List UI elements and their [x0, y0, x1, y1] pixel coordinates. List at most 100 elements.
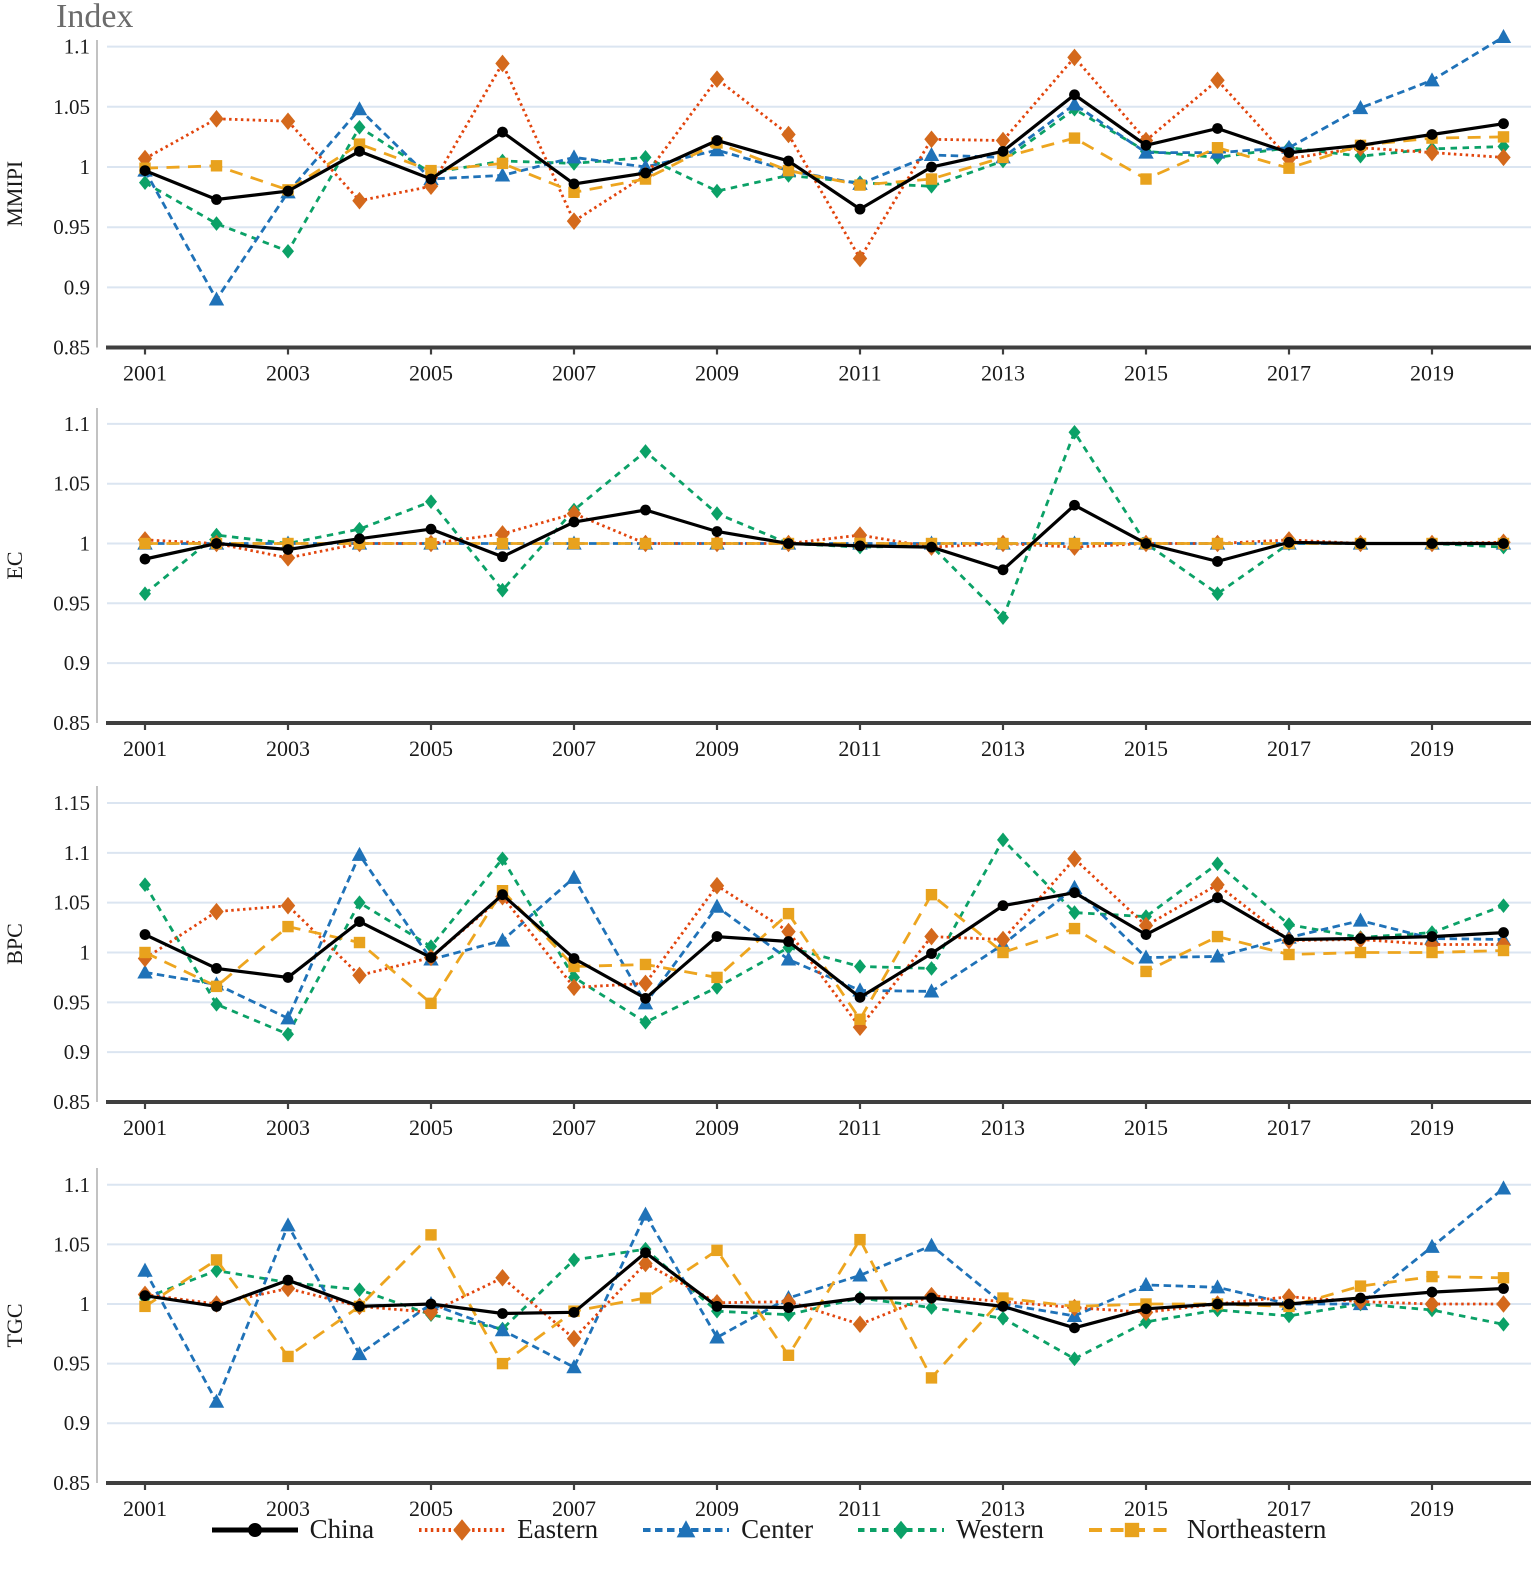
china-marker	[211, 194, 222, 205]
western-marker	[925, 961, 938, 976]
center-legend-marker	[676, 1519, 696, 1537]
series-line-BPC-China	[144, 891, 1504, 1001]
china-marker	[926, 541, 937, 553]
center-marker	[1138, 144, 1154, 159]
china-marker	[926, 948, 937, 959]
legend-label: Center	[741, 1514, 814, 1544]
center-marker	[566, 1359, 582, 1374]
series-line-EC-China	[144, 503, 1504, 572]
center-marker	[208, 1393, 225, 1408]
center-marker	[137, 964, 153, 979]
western-marker	[1211, 586, 1224, 602]
eastern-marker	[280, 1279, 296, 1298]
x-tick-label: 2009	[695, 1496, 739, 1521]
northeastern-marker	[997, 151, 1009, 164]
x-tick-label: 2019	[1410, 361, 1454, 386]
china-marker	[139, 1290, 151, 1302]
western-marker	[139, 175, 151, 190]
center-marker	[1066, 96, 1083, 111]
northeastern-marker	[711, 1244, 723, 1257]
center-marker	[852, 1267, 868, 1282]
series-line-MMIPI-Northeastern	[144, 135, 1504, 194]
northeastern-marker	[782, 164, 795, 177]
northeastern-marker	[854, 1233, 866, 1246]
northeastern-marker	[568, 537, 580, 550]
china-marker	[425, 952, 437, 963]
x-tick-label: 2005	[409, 361, 453, 386]
china-marker	[1069, 1322, 1080, 1334]
western-marker	[139, 586, 151, 602]
china-marker	[139, 165, 151, 177]
china-marker	[711, 931, 723, 942]
western-marker	[997, 1310, 1009, 1326]
china-marker	[640, 504, 651, 516]
china-marker	[1283, 1298, 1295, 1310]
china-marker	[1426, 129, 1438, 140]
eastern-marker	[995, 131, 1011, 150]
northeastern-marker	[711, 971, 723, 984]
china-marker	[783, 1302, 794, 1313]
northeastern-marker	[139, 1300, 151, 1313]
northeastern-marker	[997, 946, 1009, 959]
series-line-MMIPI-Eastern	[144, 55, 1504, 262]
eastern-marker	[1138, 916, 1154, 935]
western-marker	[139, 877, 151, 893]
series-line-EC-Western	[144, 429, 1504, 621]
eastern-marker	[1424, 143, 1440, 162]
series-line-MMIPI-Western	[144, 107, 1504, 254]
series-line-EC-Eastern	[144, 512, 1504, 560]
x-tick-label: 2017	[1267, 361, 1311, 386]
china-marker	[1140, 929, 1152, 940]
eastern-marker	[209, 110, 224, 128]
series-line-MMIPI-Center	[143, 35, 1505, 303]
x-tick-label: 2011	[838, 1115, 881, 1140]
eastern-marker	[280, 549, 296, 567]
y-tick-label: 1.1	[64, 35, 90, 59]
legend: China Eastern Center Western Northeastern	[0, 1514, 1535, 1545]
northeastern-marker	[1140, 965, 1152, 978]
china-marker	[1498, 927, 1509, 938]
eastern-marker	[638, 1254, 653, 1273]
china-marker	[568, 953, 580, 964]
x-tick-label: 2007	[552, 1115, 596, 1140]
center-marker	[709, 142, 725, 157]
center-marker	[1209, 1279, 1226, 1294]
western-marker	[353, 521, 366, 537]
northeastern-marker	[1497, 1272, 1510, 1284]
china-marker	[926, 161, 937, 173]
northeastern-marker	[1497, 131, 1510, 143]
western-marker	[711, 506, 723, 521]
x-tick-label: 2017	[1267, 1496, 1311, 1521]
northeastern-legend-marker	[1124, 1522, 1140, 1537]
y-tick-label: 0.95	[53, 990, 90, 1014]
china-marker	[1426, 1286, 1438, 1298]
northeastern-marker	[496, 537, 509, 550]
series-markers-BPC-Eastern	[137, 850, 1511, 1037]
china-marker	[1140, 1303, 1152, 1315]
center-marker	[494, 1322, 511, 1337]
legend-swatch-china	[211, 1522, 298, 1537]
china-marker	[497, 1308, 508, 1319]
china-marker	[1212, 892, 1223, 904]
china-marker	[425, 523, 437, 535]
western-marker	[353, 119, 366, 135]
western-marker	[925, 1300, 938, 1315]
china-marker	[354, 533, 365, 545]
center-marker	[208, 291, 225, 306]
china-marker	[997, 564, 1009, 576]
china-marker	[282, 544, 294, 555]
eastern-marker	[924, 130, 939, 149]
eastern-marker	[209, 902, 224, 921]
china-marker	[640, 992, 651, 1004]
western-marker	[639, 444, 652, 459]
x-tick-label: 2011	[838, 1496, 881, 1521]
x-tick-label: 2003	[266, 736, 310, 761]
china-marker	[711, 135, 723, 146]
center-marker	[1424, 72, 1440, 87]
northeastern-marker	[925, 888, 938, 901]
china-marker	[926, 1292, 937, 1304]
series-markers-TGC-China	[139, 1247, 1509, 1334]
china-marker	[139, 929, 151, 940]
china-marker	[1426, 538, 1438, 549]
china-marker	[497, 126, 508, 138]
